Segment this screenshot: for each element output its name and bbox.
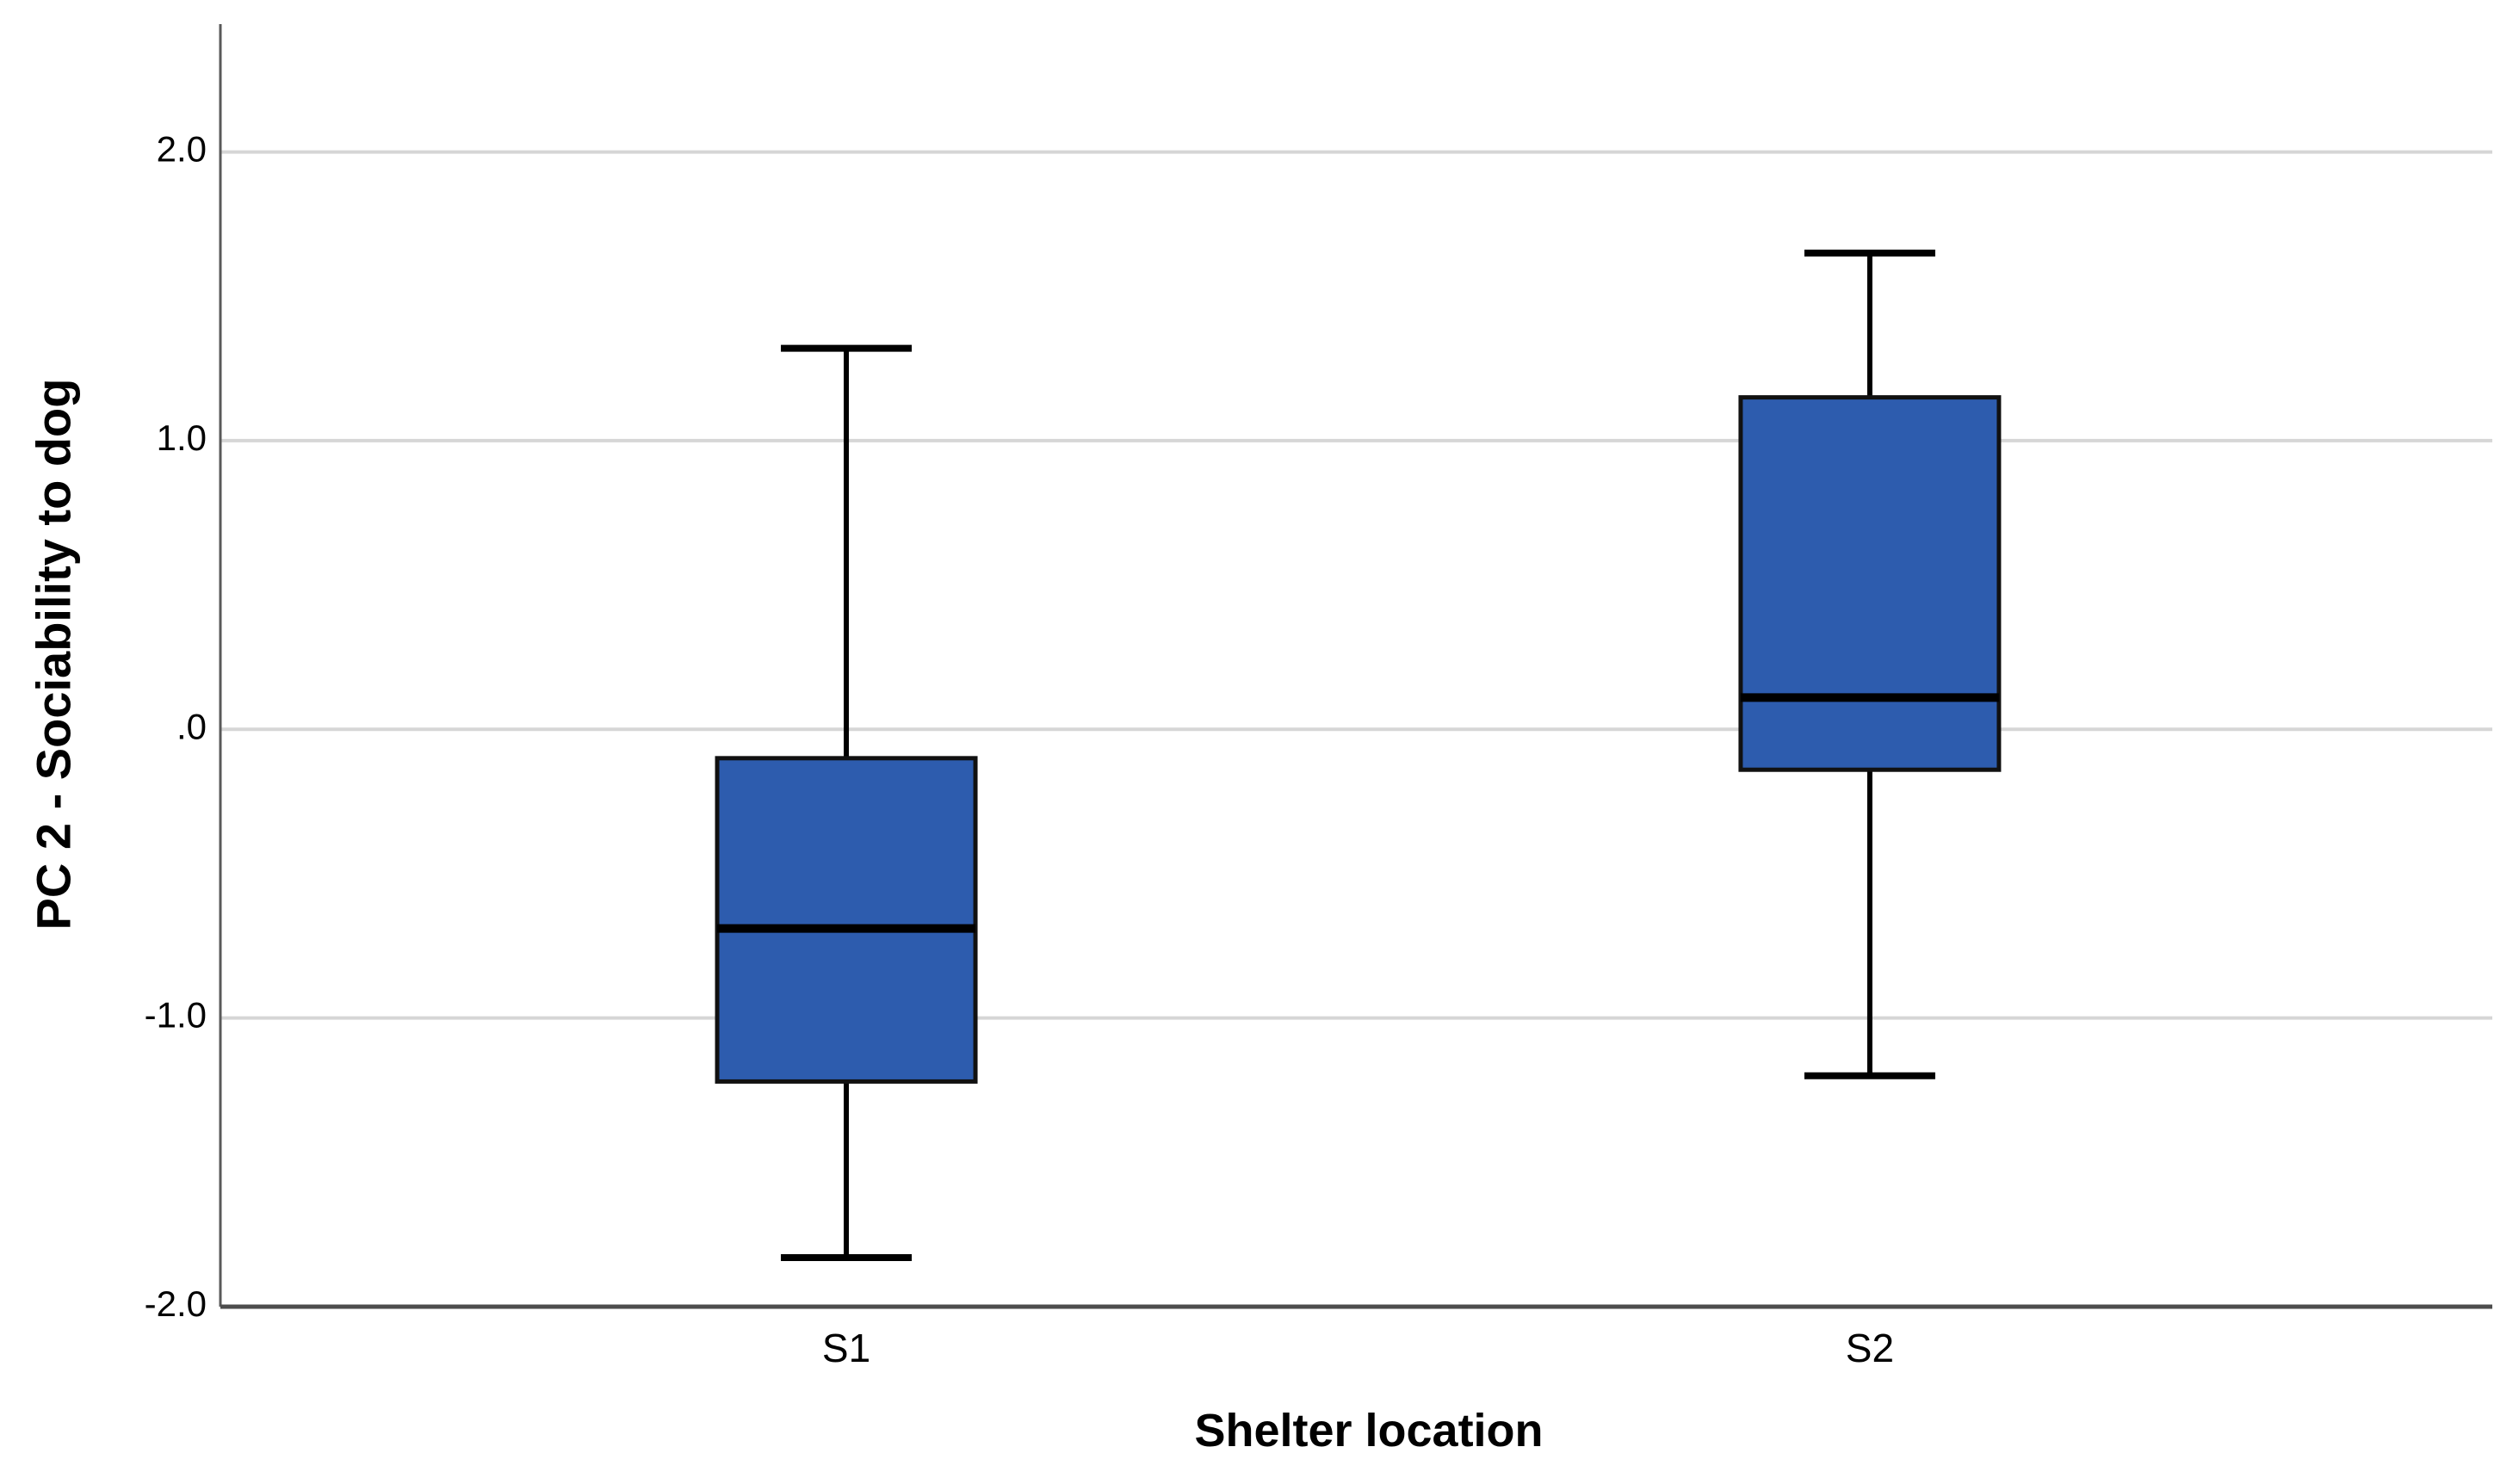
y-tick-label: -1.0 — [145, 995, 207, 1036]
y-tick-label: -2.0 — [145, 1283, 207, 1324]
y-tick-label: .0 — [176, 706, 207, 746]
x-axis-title: Shelter location — [1194, 1405, 1544, 1456]
box — [715, 756, 978, 1084]
x-category-label: S1 — [822, 1326, 870, 1370]
box — [1738, 395, 2002, 772]
y-tick-label: 1.0 — [157, 417, 207, 458]
y-tick-label: 2.0 — [157, 129, 207, 170]
y-axis-title: PC 2 - Sociability to dog — [26, 378, 81, 931]
x-category-label: S2 — [1846, 1326, 1894, 1370]
